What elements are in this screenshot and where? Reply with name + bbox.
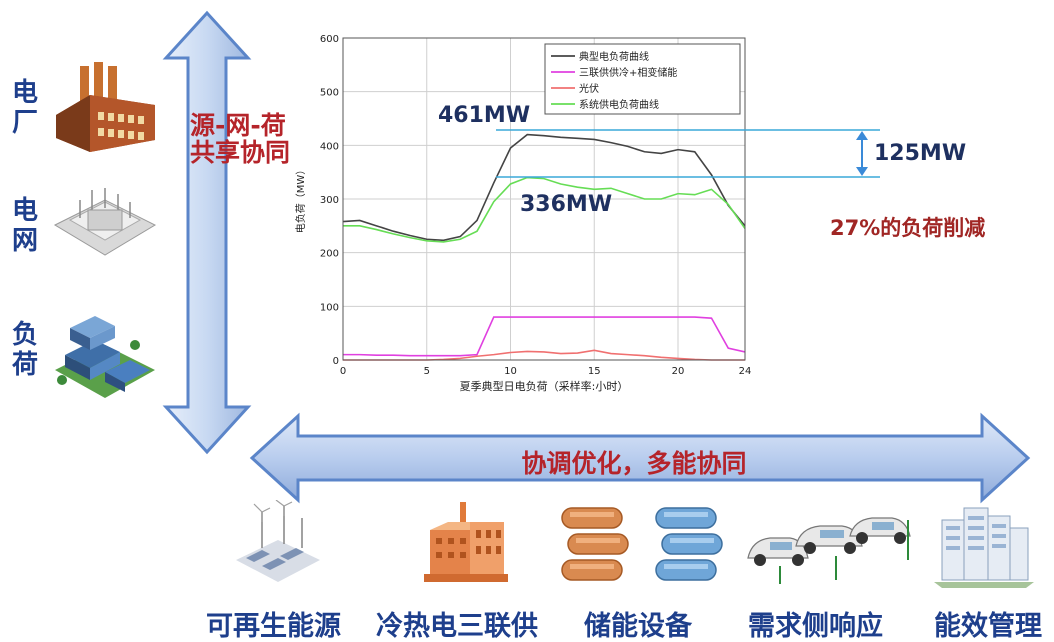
efficiency-buildings-icon — [934, 507, 1034, 588]
chart-legend-label: 典型电负荷曲线 — [579, 50, 649, 63]
vertical-double-arrow — [162, 10, 252, 455]
chart-series-line-3 — [343, 176, 746, 243]
load-difference-label: 125MW — [874, 141, 967, 166]
chart-plot-frame — [342, 37, 746, 361]
grid-building-icon — [53, 188, 157, 256]
bottom-label-demand-response: 需求侧响应 — [748, 611, 883, 642]
horizontal-double-arrow — [249, 412, 1031, 504]
chart-series-line-0 — [342, 133, 746, 242]
chart-y-tick-label: 300 — [320, 195, 339, 206]
reduced-load-label: 336MW — [520, 192, 613, 217]
chart-y-tick-label: 200 — [320, 249, 339, 260]
storage-tanks-blue-icon — [655, 507, 723, 581]
chart-legend-label: 系统供电负荷曲线 — [579, 98, 659, 111]
chart-y-axis-label: 电负荷（MW） — [294, 165, 307, 234]
bottom-label-efficiency: 能效管理 — [934, 611, 1042, 642]
chart-y-tick-label: 600 — [320, 34, 339, 45]
chart-y-tick-label: 100 — [320, 302, 339, 313]
chart-x-tick-label: 15 — [588, 366, 601, 377]
cchp-plant-icon — [424, 502, 508, 582]
bottom-label-storage: 储能设备 — [584, 611, 692, 642]
chart-legend-label: 光伏 — [579, 82, 599, 95]
chart-x-tick-label: 10 — [504, 366, 517, 377]
chart-legend-label: 三联供供冷+相变储能 — [579, 66, 677, 79]
peak-load-label: 461MW — [438, 103, 531, 128]
chart-legend-box — [544, 43, 741, 115]
storage-tanks-orange-icon — [561, 507, 629, 581]
chart-y-tick-label: 0 — [333, 356, 339, 367]
label-load: 负 荷 — [11, 320, 38, 380]
bottom-label-renewable: 可再生能源 — [206, 611, 341, 642]
load-reduction-label: 27%的负荷削减 — [830, 216, 986, 240]
chart-y-tick-label: 400 — [320, 141, 339, 152]
chart-y-tick-label: 500 — [320, 88, 339, 99]
chart-series-line-1 — [343, 316, 746, 357]
horizontal-arrow-text: 协调优化，多能协同 — [521, 449, 747, 478]
load-curve-chart: 0 5 10 15 20 24 0 100 200 300 400 500 600 典型电负荷曲线三联供… — [294, 34, 752, 393]
bottom-label-cchp: 冷热电三联供 — [376, 611, 538, 642]
renewable-energy-icon — [236, 500, 320, 582]
load-city-icon — [55, 316, 155, 398]
label-grid: 电 网 — [11, 196, 38, 256]
power-plant-icon — [56, 62, 155, 152]
label-power-plant: 电 厂 — [11, 78, 38, 138]
chart-x-tick-label: 24 — [739, 366, 752, 377]
electric-vehicles-icon — [747, 517, 911, 584]
chart-x-tick-label: 0 — [340, 366, 346, 377]
chart-x-tick-label: 5 — [424, 366, 430, 377]
chart-x-axis-label: 夏季典型日电负荷（采样率:小时） — [460, 379, 629, 393]
chart-x-tick-label: 20 — [672, 366, 685, 377]
